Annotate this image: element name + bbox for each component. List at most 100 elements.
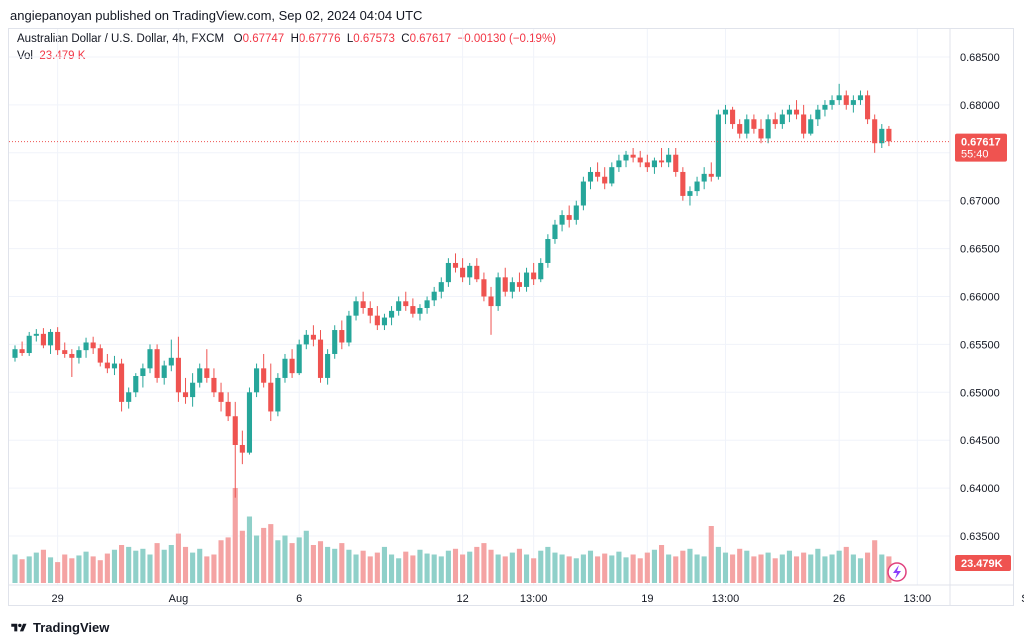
candle-body	[694, 181, 700, 192]
candle-body	[26, 335, 32, 354]
volume-bar	[133, 550, 139, 583]
volume-bar	[708, 526, 714, 583]
volume-legend: Vol 23.479 K	[17, 50, 85, 62]
candle-body	[758, 128, 764, 139]
candle-body	[133, 376, 139, 393]
candle-body	[737, 124, 743, 134]
candle-body	[325, 353, 331, 378]
high-value: 0.67776	[298, 33, 341, 45]
candle-body	[367, 307, 373, 316]
volume-bar	[33, 552, 39, 583]
candle-body	[261, 368, 267, 383]
candle-body	[808, 119, 814, 134]
candle-body	[332, 330, 338, 354]
candle-body	[865, 95, 871, 120]
candle-body	[69, 353, 75, 358]
volume-bar	[332, 548, 338, 583]
volume-bar	[552, 552, 558, 583]
volume-bar	[602, 553, 608, 583]
volume-bar	[637, 558, 643, 583]
volume-bar	[722, 552, 729, 583]
volume-bar	[779, 554, 785, 583]
candle-body	[744, 119, 750, 134]
candle-body	[182, 392, 189, 398]
volume-bar	[452, 548, 459, 583]
candle-body	[268, 382, 274, 412]
volume-bar	[865, 552, 871, 583]
candle-body	[573, 205, 579, 220]
candle-body	[538, 262, 544, 280]
volume-bar	[758, 554, 764, 583]
candle-body	[673, 154, 679, 172]
volume-bar	[161, 549, 167, 583]
volume-bar	[289, 543, 295, 583]
x-tick-label: 26	[833, 593, 845, 605]
candle-body	[495, 277, 501, 307]
volume-bar	[843, 546, 849, 583]
candle-body	[12, 349, 18, 358]
volume-bar	[715, 546, 721, 583]
volume-bar	[246, 516, 253, 583]
volume-bar	[83, 551, 89, 583]
candle-body	[658, 160, 665, 163]
x-tick-label: Sep	[1021, 593, 1024, 605]
candle-body	[680, 171, 686, 196]
volume-bar	[467, 551, 473, 583]
candle-body	[388, 310, 395, 318]
candle-body	[374, 315, 380, 326]
candle-body	[126, 392, 132, 402]
volume-bar	[353, 554, 359, 583]
candle-body	[211, 377, 217, 393]
volume-bar	[438, 556, 444, 583]
volume-bar	[509, 552, 515, 583]
candle-body	[19, 349, 25, 354]
candle-body	[666, 154, 672, 163]
volume-bar	[47, 557, 54, 583]
candle-body	[602, 176, 608, 184]
volume-bar	[879, 554, 885, 583]
volume-bar	[388, 554, 395, 583]
volume-bar	[268, 524, 274, 583]
volume-bar	[104, 553, 110, 583]
volume-bar	[801, 552, 807, 583]
candle-body	[33, 333, 39, 336]
x-tick-label: 29	[52, 593, 64, 605]
volume-bar	[40, 549, 46, 583]
candle-body	[460, 267, 466, 278]
volume-bar	[254, 535, 260, 583]
symbol-legend: Australian Dollar / U.S. Dollar, 4h, FXC…	[17, 33, 556, 45]
candle-body	[353, 301, 359, 316]
candle-body	[467, 265, 473, 278]
x-tick-label: 19	[641, 593, 653, 605]
volume-bar	[374, 552, 380, 583]
volume-bar	[786, 550, 792, 583]
volume-bar	[765, 552, 771, 583]
candle-body	[282, 358, 288, 378]
candle-body	[225, 401, 231, 417]
candle-body	[595, 171, 601, 177]
x-tick-label: 6	[296, 593, 302, 605]
volume-bar	[587, 550, 594, 583]
candle-body	[772, 119, 778, 125]
candle-body	[296, 344, 302, 374]
candle-body	[246, 392, 253, 453]
candle-body	[687, 191, 693, 196]
candle-body	[502, 277, 508, 292]
candle-body	[289, 358, 295, 374]
countdown-label: 55:40	[961, 149, 989, 161]
volume-bar	[282, 535, 288, 583]
low-value: 0.67573	[353, 33, 395, 45]
volume-bar	[445, 550, 451, 583]
candle-body	[829, 100, 835, 105]
volume-bar	[644, 552, 650, 583]
volume-value: 23.479 K	[39, 50, 86, 62]
candle-body	[83, 342, 89, 351]
tradingview-footer[interactable]: TradingView	[10, 620, 109, 635]
volume-bar	[275, 540, 281, 583]
candle-body	[531, 272, 537, 280]
symbol-name[interactable]: Australian Dollar / U.S. Dollar, 4h, FXC…	[17, 33, 225, 45]
volume-bar	[111, 549, 118, 583]
candle-body	[168, 357, 174, 366]
candle-body	[879, 128, 885, 144]
